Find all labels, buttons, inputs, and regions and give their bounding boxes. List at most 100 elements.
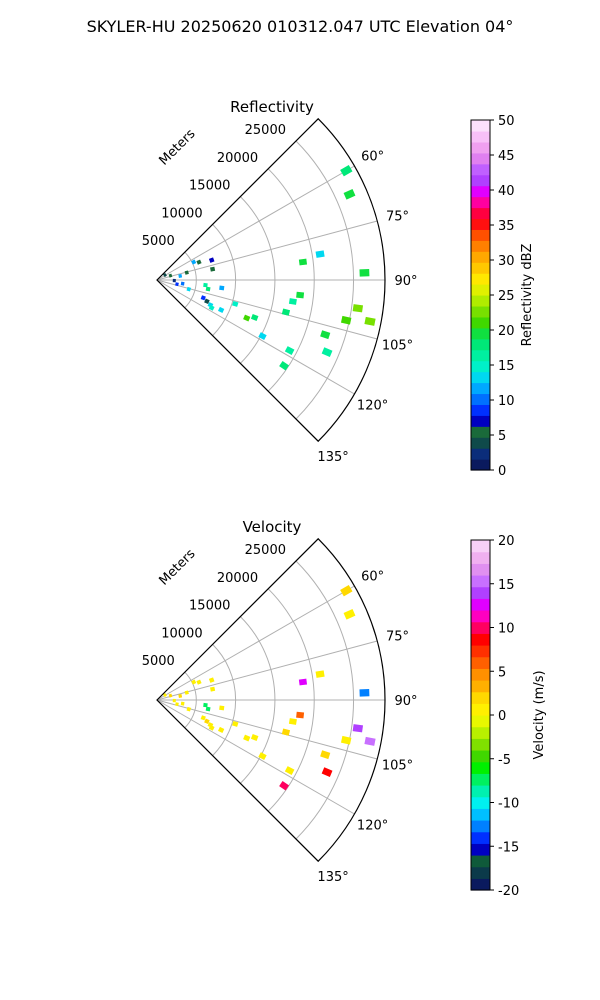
radar-echo [284,346,295,355]
colorbar-tick-label: 20 [498,324,515,339]
colorbar-segment [471,360,490,373]
radar-echo [208,304,215,311]
colorbar-segment [471,185,490,198]
colorbar-segment [471,415,490,427]
radial-tick-label: 15000 [189,179,230,194]
radar-echo [208,724,215,731]
radar-echo [178,693,183,698]
colorbar-tick-label: 50 [498,114,515,129]
radar-echo [279,361,290,371]
radial-tick-label: 20000 [217,571,258,586]
colorbar-segment [471,726,490,739]
colorbar-segment [471,404,490,416]
grid-spoke [156,585,355,701]
angle-tick-label: 90° [394,694,417,709]
colorbar-segment [471,645,490,658]
radar-echo [320,330,331,340]
radial-tick-label: 15000 [189,599,230,614]
radar-echo [321,347,333,357]
angle-tick-label: 75° [386,210,409,225]
radar-echo [175,702,179,707]
colorbar-tick-label: 40 [498,184,515,199]
colorbar-segment [471,240,490,252]
colorbar-segment [471,773,490,786]
radar-echo [172,278,176,283]
angle-tick-label: 120° [357,819,388,834]
radar-echo [320,750,331,760]
radar-echo [279,781,290,791]
colorbar-segment [471,295,490,307]
radar-echo [343,609,356,620]
radial-axis-label-reflectivity: Meters [157,126,199,168]
colorbar-tick-label: 30 [498,254,515,269]
panel-reflectivity: Reflectivity 5000 10000 15000 20000 25000 60°… [142,98,535,479]
colorbar-reflectivity: 0 5 10 15 20 25 30 35 40 45 50 [470,114,515,479]
radar-echo [250,313,259,321]
radar-echo [200,295,206,301]
colorbar-segment [471,691,490,704]
radar-echo [208,677,215,683]
radar-echo [352,724,364,733]
radar-echo [352,304,364,313]
radar-echo [200,715,206,721]
grid-spoke [156,699,355,815]
radar-echo [184,690,189,695]
colorbar-tick-label: 20 [498,534,515,549]
colorbar-segment [471,586,490,599]
colorbar-segment [471,866,490,879]
colorbar-segment [471,448,490,460]
colorbar-tick-label: 35 [498,219,515,234]
radar-echo [364,316,376,326]
radar-echo [258,752,267,761]
angle-tick-label: 105° [382,338,413,353]
colorbar-label-velocity: Velocity (m/s) [532,670,547,759]
colorbar-velocity: -20 -15 -10 -5 0 5 10 15 20 [470,534,519,899]
angle-tick-label: 60° [361,570,384,585]
colorbar-tick-label: -15 [498,840,519,855]
colorbar-segment [471,540,490,553]
radar-echo [178,273,183,278]
colorbar-segment [471,831,490,844]
colorbar-segment [471,251,490,263]
radar-echo [359,269,370,277]
colorbar-segment [471,207,490,220]
radial-tick-label: 10000 [161,206,202,221]
colorbar-tick-label: -5 [498,753,511,768]
colorbar-tick-label: 25 [498,289,515,304]
panel-title-reflectivity: Reflectivity [230,98,314,116]
colorbar-tick-label: 10 [498,622,515,637]
radar-echo [232,720,239,727]
radar-echo [258,332,267,341]
colorbar-segment [471,130,490,143]
radar-echo [217,306,225,313]
polar-sector-velocity: 5000 10000 15000 20000 25000 60° 75° 90° 105° 120… [142,537,418,885]
radar-echo [284,766,295,775]
colorbar-tick-label: 0 [498,464,506,479]
colorbar-segment [471,796,490,809]
radar-echo [162,272,167,278]
colorbar-segment [471,715,490,728]
colorbar-segment [471,785,490,798]
radar-echo [203,702,208,708]
radial-tick-label: 5000 [142,234,175,249]
radar-echo [243,314,251,322]
radar-echo [359,689,370,697]
colorbar-segment [471,575,490,588]
colorbar-segment [471,349,490,362]
grid-spoke [156,640,378,701]
radar-echo [196,259,202,265]
angle-tick-label: 60° [361,150,384,165]
colorbar-segment [471,284,490,296]
radar-echo [191,679,197,685]
radar-echo [168,273,173,278]
colorbar-segment [471,262,490,274]
colorbar-tick-label: 10 [498,394,515,409]
colorbar-segment [471,273,490,285]
radar-echo [204,298,210,304]
radar-echo [205,286,211,292]
colorbar-segment [471,598,490,611]
colorbar-segment [471,218,490,230]
radial-tick-label: 25000 [245,543,286,558]
colorbar-segment [471,196,490,209]
